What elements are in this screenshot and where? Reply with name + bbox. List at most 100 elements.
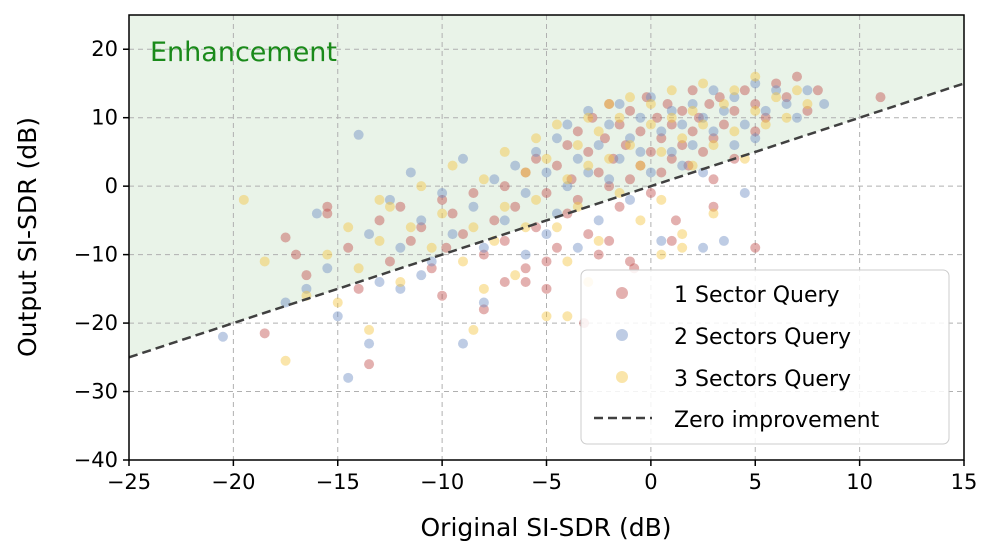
x-tick-label: 5 [749, 470, 762, 494]
point-series-3 [792, 85, 802, 96]
point-series-1 [677, 140, 688, 151]
point-series-3 [583, 160, 594, 171]
point-series-2 [551, 133, 562, 144]
point-series-2 [729, 140, 740, 151]
y-axis-ticks: −40 −30 −20 −10 0 10 20 [74, 37, 129, 472]
point-series-2 [364, 229, 375, 240]
point-series-3 [426, 242, 437, 253]
point-series-1 [750, 242, 761, 253]
point-series-2 [458, 153, 468, 164]
point-series-2 [583, 167, 594, 178]
point-series-3 [458, 256, 468, 267]
point-series-1 [478, 249, 489, 260]
point-series-2 [395, 242, 406, 253]
point-series-2 [760, 105, 771, 116]
point-series-1 [562, 208, 573, 219]
point-series-3 [593, 126, 604, 137]
y-tick-label: −10 [74, 243, 118, 267]
point-series-1 [683, 160, 694, 171]
point-series-3 [635, 215, 646, 226]
x-tick-label: −10 [420, 470, 464, 494]
point-series-2 [635, 112, 646, 123]
point-series-1 [437, 194, 448, 205]
point-series-1 [593, 167, 604, 178]
point-series-1 [468, 188, 479, 198]
point-series-3 [499, 201, 510, 212]
point-series-3 [583, 112, 594, 123]
point-series-2 [656, 126, 667, 137]
point-series-2 [698, 112, 709, 123]
point-series-1 [645, 188, 656, 198]
point-series-3 [551, 119, 562, 130]
point-series-1 [458, 229, 468, 240]
point-series-2 [739, 119, 750, 130]
point-series-3 [604, 99, 615, 109]
point-series-1 [608, 153, 619, 164]
point-series-1 [625, 105, 635, 116]
point-series-3 [343, 222, 354, 233]
point-series-3 [645, 119, 656, 130]
point-series-1 [604, 99, 615, 109]
point-series-1 [670, 215, 681, 226]
point-series-3 [468, 324, 479, 335]
point-series-1 [750, 126, 761, 137]
point-series-2 [802, 85, 813, 96]
point-series-1 [698, 146, 709, 157]
point-series-3 [416, 181, 427, 192]
legend-marker-series-3 [616, 371, 628, 383]
point-series-3 [687, 160, 698, 171]
point-series-1 [499, 181, 510, 192]
point-series-1 [708, 201, 719, 212]
point-series-1 [562, 140, 573, 151]
y-tick-label: 20 [91, 37, 118, 61]
point-series-3 [541, 153, 552, 164]
point-series-2 [405, 167, 416, 178]
point-series-3 [562, 174, 573, 185]
point-series-1 [625, 256, 635, 267]
point-series-1 [620, 140, 631, 151]
point-series-2 [677, 119, 688, 130]
point-series-1 [447, 208, 458, 219]
point-series-1 [551, 242, 562, 253]
point-series-2 [489, 174, 500, 185]
point-series-1 [259, 328, 270, 339]
point-series-2 [677, 160, 688, 171]
point-series-2 [416, 270, 427, 281]
point-series-3 [656, 146, 667, 157]
point-series-3 [541, 311, 552, 322]
point-series-3 [635, 160, 646, 171]
point-series-1 [541, 256, 552, 267]
y-tick-label: −20 [74, 311, 118, 335]
point-series-1 [760, 112, 771, 123]
x-tick-label: −15 [316, 470, 360, 494]
legend: 1 Sector Query 2 Sectors Query 3 Sectors Q… [580, 269, 950, 445]
point-series-2 [750, 78, 761, 89]
x-tick-label: 0 [644, 470, 657, 494]
point-series-1 [489, 215, 500, 226]
point-series-1 [604, 235, 615, 246]
point-series-2 [583, 105, 594, 116]
point-series-3 [280, 355, 291, 366]
point-series-1 [322, 208, 333, 219]
point-series-2 [645, 167, 656, 178]
zero-improvement-line [129, 82, 964, 359]
point-series-2 [478, 297, 489, 308]
point-series-1 [291, 249, 301, 260]
point-series-1 [566, 174, 577, 185]
point-series-3 [468, 222, 479, 233]
x-axis-title: Original SI-SDR (dB) [420, 513, 671, 542]
point-series-2 [468, 201, 479, 212]
point-series-2 [687, 99, 698, 109]
y-tick-label: −30 [74, 380, 118, 404]
point-series-1 [520, 277, 531, 287]
point-series-3 [729, 85, 740, 96]
point-series-2 [374, 277, 385, 287]
point-series-3 [238, 194, 249, 205]
point-series-3 [698, 119, 709, 130]
data-points [217, 71, 886, 383]
point-series-1 [792, 71, 802, 82]
point-series-2 [520, 249, 531, 260]
point-series-2 [593, 215, 604, 226]
point-series-1 [652, 112, 663, 123]
point-series-1 [384, 256, 395, 267]
